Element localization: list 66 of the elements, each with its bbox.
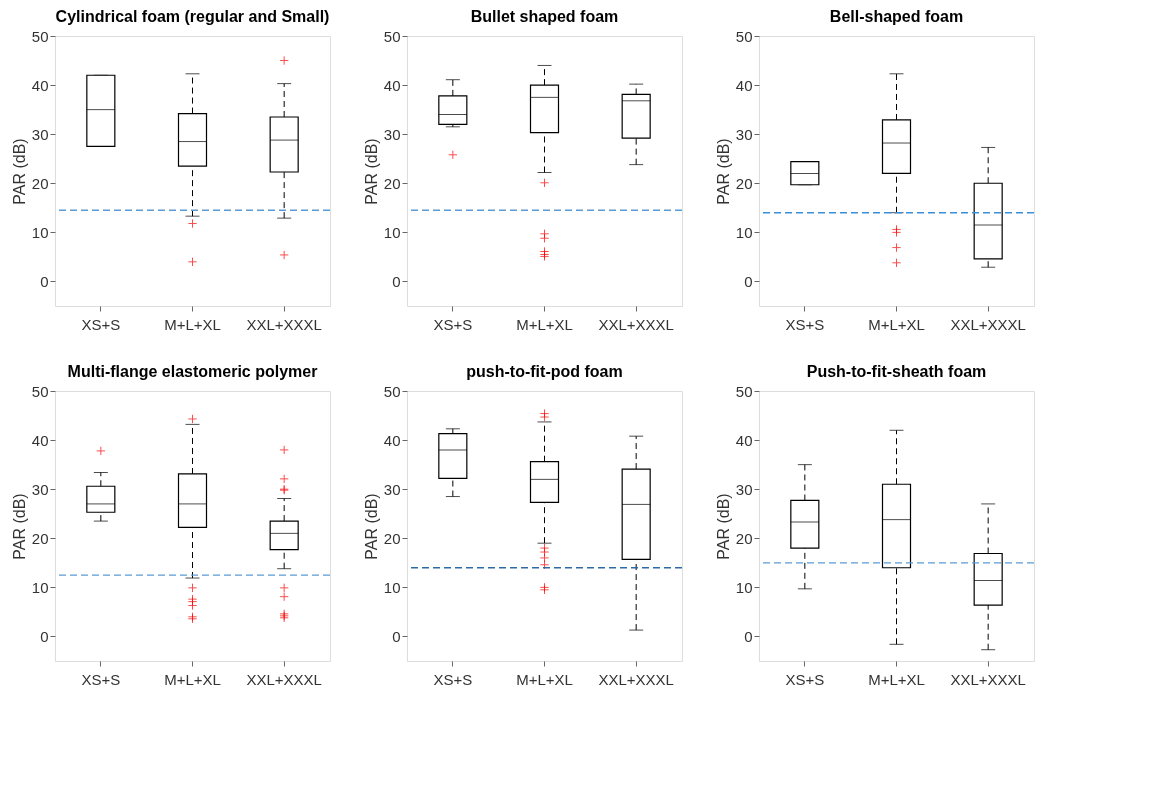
y-tick-label: 10 xyxy=(735,223,753,241)
y-axis-title: PAR (dB) xyxy=(362,493,380,560)
x-tick-label: XS+S xyxy=(81,315,121,333)
chart-title: Bullet shaped foam xyxy=(470,8,619,25)
y-tick-label: 0 xyxy=(392,627,401,645)
x-tick-label: M+L+XL xyxy=(516,670,573,688)
x-tick-label: M+L+XL xyxy=(868,670,925,688)
chart-title: Push-to-fit-sheath foam xyxy=(806,363,987,380)
y-tick-label: 10 xyxy=(31,223,49,241)
y-tick-label: 30 xyxy=(735,125,753,143)
y-tick-label: 10 xyxy=(383,223,401,241)
y-axis-title: PAR (dB) xyxy=(362,138,380,205)
y-tick-label: 10 xyxy=(383,578,401,596)
chart-title: push-to-fit-pod foam xyxy=(466,363,623,380)
y-tick-label: 30 xyxy=(383,480,401,498)
y-tick-label: 30 xyxy=(31,480,49,498)
y-tick-label: 50 xyxy=(31,382,49,400)
y-tick-label: 20 xyxy=(383,174,401,192)
x-tick-label: XS+S xyxy=(81,670,121,688)
y-tick-label: 0 xyxy=(744,627,753,645)
x-tick-label: XXL+XXXL xyxy=(598,670,674,688)
y-tick-label: 20 xyxy=(31,174,49,192)
y-tick-label: 40 xyxy=(735,431,753,449)
x-tick-label: XXL+XXXL xyxy=(246,315,322,333)
y-tick-label: 0 xyxy=(40,272,49,290)
y-axis-title: PAR (dB) xyxy=(10,493,28,560)
y-tick-label: 50 xyxy=(383,27,401,45)
y-tick-label: 30 xyxy=(735,480,753,498)
y-axis-title: PAR (dB) xyxy=(714,138,732,205)
y-tick-label: 0 xyxy=(392,272,401,290)
x-tick-label: XXL+XXXL xyxy=(246,670,322,688)
y-tick-label: 50 xyxy=(383,382,401,400)
x-tick-label: XS+S xyxy=(785,670,825,688)
y-tick-label: 50 xyxy=(735,27,753,45)
y-tick-label: 40 xyxy=(383,431,401,449)
x-tick-label: XS+S xyxy=(433,315,473,333)
y-tick-label: 10 xyxy=(735,578,753,596)
x-tick-label: XS+S xyxy=(433,670,473,688)
y-axis-title: PAR (dB) xyxy=(714,493,732,560)
y-tick-label: 40 xyxy=(383,76,401,94)
y-tick-label: 0 xyxy=(40,627,49,645)
y-tick-label: 20 xyxy=(735,174,753,192)
x-tick-label: XXL+XXXL xyxy=(598,315,674,333)
y-tick-label: 40 xyxy=(31,431,49,449)
chart-title: Cylindrical foam (regular and Small) xyxy=(55,8,330,25)
y-tick-label: 50 xyxy=(735,382,753,400)
y-axis-title: PAR (dB) xyxy=(10,138,28,205)
x-tick-label: M+L+XL xyxy=(868,315,925,333)
x-tick-label: XXL+XXXL xyxy=(950,670,1026,688)
x-tick-label: XS+S xyxy=(785,315,825,333)
y-tick-label: 20 xyxy=(31,529,49,547)
x-tick-label: M+L+XL xyxy=(516,315,573,333)
x-tick-label: M+L+XL xyxy=(164,670,221,688)
y-tick-label: 40 xyxy=(31,76,49,94)
y-tick-label: 0 xyxy=(744,272,753,290)
x-tick-label: M+L+XL xyxy=(164,315,221,333)
y-tick-label: 10 xyxy=(31,578,49,596)
y-tick-label: 20 xyxy=(383,529,401,547)
y-tick-label: 20 xyxy=(735,529,753,547)
y-tick-label: 40 xyxy=(735,76,753,94)
y-tick-label: 30 xyxy=(31,125,49,143)
x-tick-label: XXL+XXXL xyxy=(950,315,1026,333)
chart-title: Bell-shaped foam xyxy=(829,8,964,25)
y-tick-label: 50 xyxy=(31,27,49,45)
y-tick-label: 30 xyxy=(383,125,401,143)
chart-title: Multi-flange elastomeric polymer xyxy=(67,363,318,380)
